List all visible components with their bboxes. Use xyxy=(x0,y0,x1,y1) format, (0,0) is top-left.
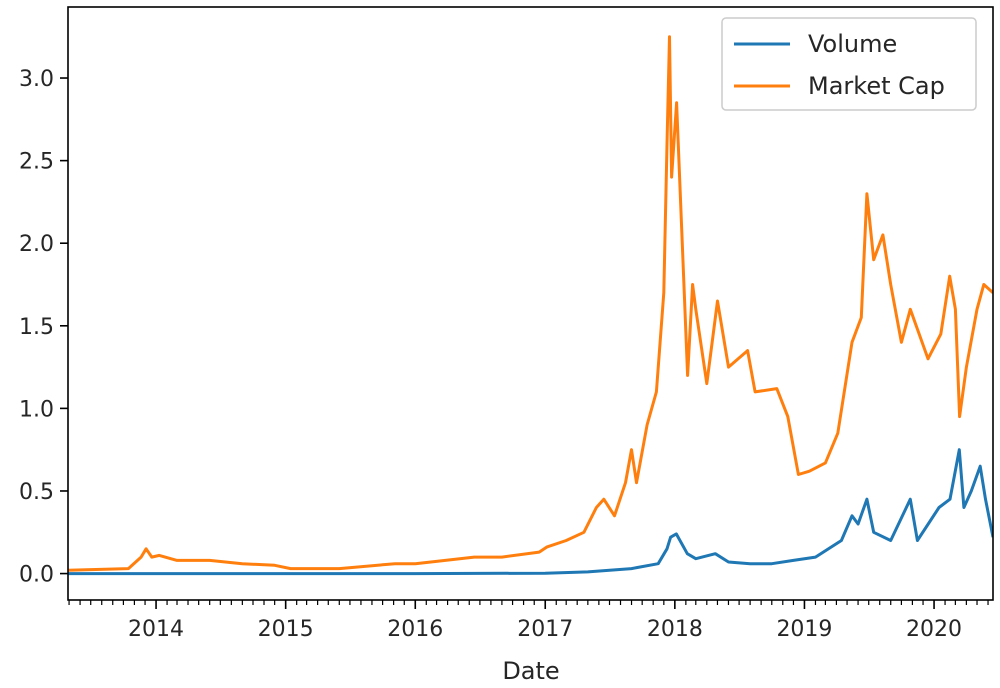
y-tick-label: 2.5 xyxy=(19,150,54,175)
series-line-volume xyxy=(68,448,993,576)
x-axis-title: Date xyxy=(502,657,559,685)
series-line-market-cap xyxy=(68,35,993,572)
x-tick-label: 2015 xyxy=(258,617,314,642)
axes-layer: 0.0 0.5 1.0 1.5 2.0 2.5 3.0 2014 2015 2016 2017 201… xyxy=(19,6,994,642)
plot-area xyxy=(68,35,993,576)
y-tick-label: 3.0 xyxy=(19,67,54,92)
x-tick-label: 2014 xyxy=(128,617,184,642)
legend: Volume Market Cap xyxy=(721,17,977,111)
plot-frame xyxy=(67,6,994,601)
x-tick-label: 2016 xyxy=(387,617,443,642)
y-tick-label: 1.5 xyxy=(19,315,54,340)
legend-label: Market Cap xyxy=(808,72,945,100)
y-tick-label: 0.0 xyxy=(19,563,54,588)
y-tick-label: 0.5 xyxy=(19,480,54,505)
x-tick-label: 2020 xyxy=(906,617,962,642)
y-tick-label: 1.0 xyxy=(19,397,54,422)
x-tick-label: 2019 xyxy=(776,617,832,642)
x-tick-label: 2017 xyxy=(517,617,573,642)
y-tick-label: 2.0 xyxy=(19,232,54,257)
series-layer xyxy=(68,35,993,576)
legend-label: Volume xyxy=(808,30,897,58)
x-tick-label: 2018 xyxy=(647,617,703,642)
